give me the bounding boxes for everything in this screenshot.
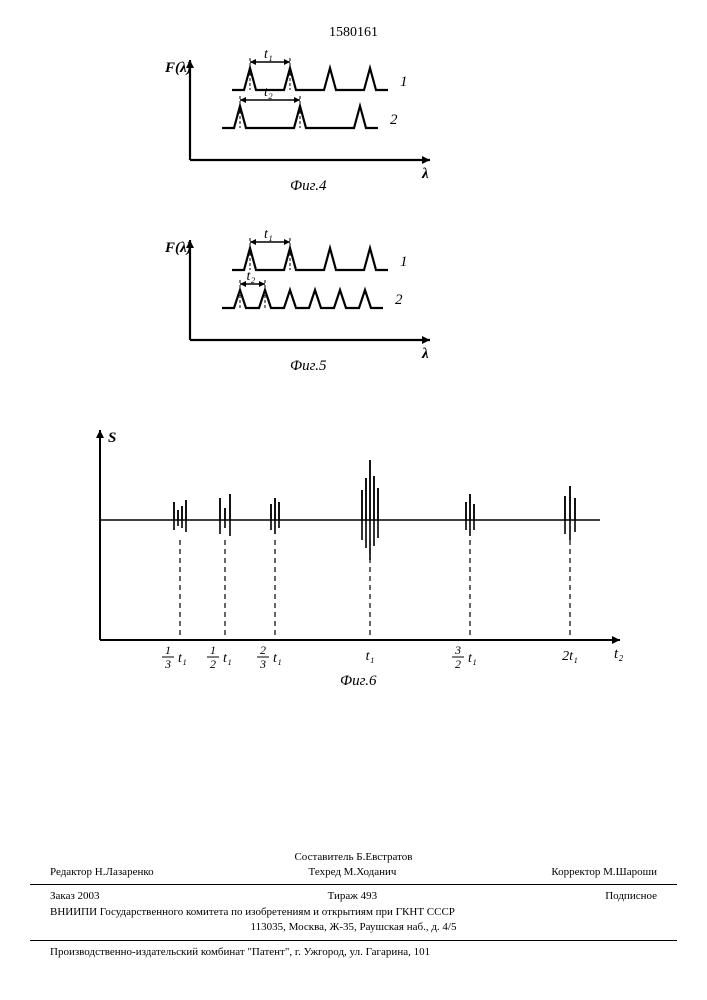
svg-text:t₁: t₁ [178,651,187,666]
subscription: Подписное [605,889,657,904]
svg-text:1: 1 [400,254,408,270]
figure-5: F(λ) λ 1 t₁ 2 t₂ Фиг.5 [160,230,460,400]
corrector-credit: Корректор М.Шароши [551,865,657,880]
svg-text:t₂: t₂ [264,85,273,100]
techred-credit: Техред М.Ходанич [309,865,397,880]
compiler-credit: Составитель Б.Евстратов [30,850,677,865]
svg-text:t₂: t₂ [247,269,256,284]
svg-text:F(λ): F(λ) [164,240,192,256]
svg-text:λ: λ [421,166,429,182]
svg-text:1: 1 [165,643,171,657]
svg-text:S: S [108,430,116,446]
svg-text:t₁: t₁ [366,649,375,664]
svg-text:Фиг.6: Фиг.6 [340,673,377,689]
svg-text:3: 3 [259,657,266,671]
svg-text:λ: λ [421,346,429,362]
svg-text:Фиг.4: Фиг.4 [290,178,327,194]
svg-text:2: 2 [395,292,403,308]
divider [30,884,677,885]
org-line-2: Производственно-издательский комбинат "П… [30,945,677,960]
svg-text:t₁: t₁ [223,651,232,666]
tirazh: Тираж 493 [328,889,378,904]
figure-4: F(λ) λ 1 t₁ 2 t₂ Фиг.4 [160,50,460,220]
org-line-1: ВНИИПИ Государственного комитета по изоб… [30,905,677,920]
footer-block: Составитель Б.Евстратов Редактор Н.Лазар… [30,850,677,960]
svg-text:t₁: t₁ [273,651,282,666]
divider [30,940,677,941]
svg-text:t₁: t₁ [264,230,273,242]
svg-text:t₂: t₂ [614,646,623,662]
svg-text:2: 2 [390,112,398,128]
svg-text:1: 1 [210,643,216,657]
svg-text:2: 2 [260,643,266,657]
svg-text:3: 3 [164,657,171,671]
editor-credit: Редактор Н.Лазаренко [50,865,154,880]
figure-6: St₂13t₁12t₁23t₁t₁32t₁2t₁Фиг.6 [60,410,640,710]
svg-text:2t₁: 2t₁ [562,649,578,664]
svg-text:t₁: t₁ [468,651,477,666]
svg-text:Фиг.5: Фиг.5 [290,358,327,374]
svg-text:3: 3 [454,643,461,657]
document-number: 1580161 [329,25,378,41]
svg-text:F(λ): F(λ) [164,60,192,76]
addr-line-1: 113035, Москва, Ж-35, Раушская наб., д. … [30,920,677,935]
svg-text:t₁: t₁ [264,50,273,62]
svg-text:1: 1 [400,74,408,90]
order-number: Заказ 2003 [50,889,100,904]
svg-text:2: 2 [210,657,216,671]
svg-text:2: 2 [455,657,461,671]
